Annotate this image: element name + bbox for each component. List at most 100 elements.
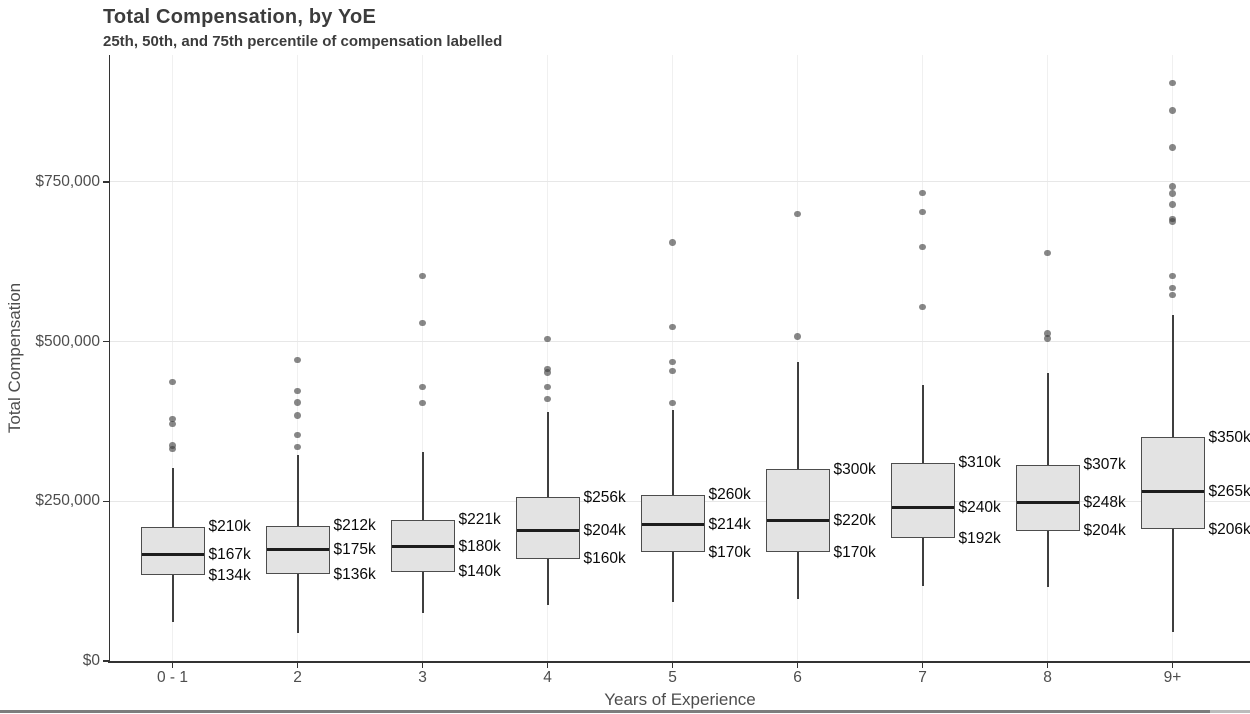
outlier-dot [544,335,551,343]
outlier-dot [794,210,801,218]
chart-title: Total Compensation, by YoE [103,6,377,28]
y-tick-mark [102,340,109,343]
outlier-dot [1169,183,1176,190]
x-tick-label: 0 - 1 [156,669,188,686]
percentile-label: $265k [1208,483,1250,501]
percentile-label: $300k [833,460,876,478]
percentile-label: $204k [1083,522,1126,540]
outlier-dot [294,387,301,395]
percentile-label: $167k [208,545,251,563]
outlier-dot [169,378,176,386]
outlier-dot [919,208,926,216]
percentile-label: $310k [958,454,1001,472]
outlier-dot [294,431,301,439]
x-tick-label: 2 [293,669,302,686]
outlier-dot [1169,284,1176,292]
iqr-box [1140,437,1205,530]
outlier-dot [1044,335,1051,342]
outlier-dot [919,303,926,311]
x-tick-mark [421,661,424,668]
y-axis-line [108,55,110,662]
percentile-label: $220k [833,511,876,529]
iqr-box [765,469,830,553]
outlier-dot [544,383,551,391]
window-bottom-border-right [1210,710,1250,713]
median-line [391,544,454,548]
x-tick-mark [1171,661,1174,668]
x-tick-label: 5 [668,669,677,686]
y-tick-label: $0 [82,652,100,669]
outlier-dot [669,358,676,366]
x-tick-mark [796,661,799,668]
outlier-dot [919,189,926,196]
category-gridline [547,55,548,661]
outlier-dot [1169,201,1176,208]
outlier-dot [794,333,801,340]
outlier-dot [1044,249,1051,257]
median-line [516,529,579,533]
percentile-label: $180k [458,537,501,555]
percentile-label: $240k [958,499,1001,517]
x-tick-mark [1046,661,1049,668]
x-tick-label: 6 [793,669,802,686]
x-tick-label: 3 [418,669,427,686]
percentile-label: $170k [708,543,751,561]
x-tick-label: 8 [1043,669,1052,686]
outlier-dot [669,399,676,407]
outlier-dot [669,367,676,375]
y-tick-label: $250,000 [35,492,100,510]
median-line [766,518,829,522]
outlier-dot [544,365,551,373]
outlier-dot [169,415,176,423]
percentile-label: $210k [208,518,251,536]
percentile-label: $256k [583,488,626,506]
outlier-dot [669,239,676,246]
chart-subtitle: 25th, 50th, and 75th percentile of compe… [103,33,503,50]
percentile-label: $136k [333,565,376,583]
percentile-label: $192k [958,529,1001,547]
x-tick-mark [921,661,924,668]
median-line [891,506,954,510]
outlier-dot [419,399,426,407]
outlier-dot [544,395,551,403]
category-gridline [172,55,173,661]
outlier-dot [419,319,426,327]
percentile-label: $350k [1208,428,1250,446]
category-gridline [1047,55,1048,661]
percentile-label: $307k [1083,456,1126,474]
x-tick-mark [546,661,549,668]
category-gridline [797,55,798,661]
outlier-dot [544,369,551,376]
x-tick-label: 7 [918,669,927,686]
y-tick-mark [102,660,109,662]
percentile-label: $248k [1083,494,1126,512]
x-axis-line [108,660,1250,663]
y-tick-label: $750,000 [35,172,100,190]
y-tick-mark [102,500,109,503]
iqr-box [890,462,955,539]
outlier-dot [669,323,676,331]
category-gridline [672,55,673,661]
iqr-box [515,497,580,559]
y-gridline [110,181,1250,183]
window-bottom-border [0,710,1250,713]
outlier-dot [1169,272,1176,280]
outlier-dot [1169,215,1176,223]
percentile-label: $134k [208,566,251,584]
y-tick-label: $500,000 [35,332,100,350]
outlier-dot [169,420,176,428]
y-gridline [110,341,1250,343]
category-gridline [422,55,423,661]
x-axis-title: Years of Experience [604,690,756,709]
x-tick-mark [296,661,299,668]
outlier-dot [1044,330,1051,337]
percentile-label: $260k [708,486,751,504]
median-line [1016,501,1079,505]
outlier-dot [1169,190,1176,197]
median-line [266,547,329,551]
median-line [641,522,704,526]
percentile-label: $221k [458,511,501,529]
outlier-dot [419,383,426,391]
